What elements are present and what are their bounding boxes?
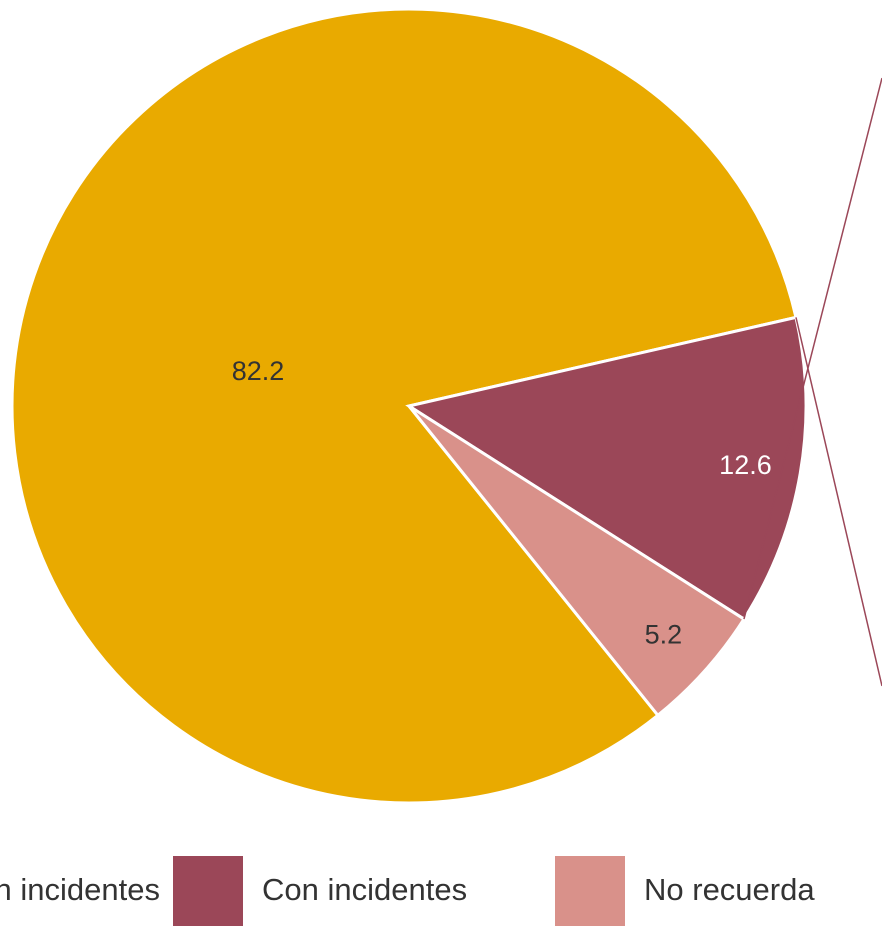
legend-label-no-recuerda: No recuerda [644,872,815,907]
connector-line-1 [743,77,882,620]
data-label-no-recuerda: 5.2 [645,620,683,650]
data-labels: 82.2 12.6 5.2 [232,356,772,650]
legend-swatch-con-incidentes [173,856,243,926]
pie-slice-sin-incidentes [10,7,798,805]
legend-swatch-no-recuerda [555,856,625,926]
legend-label-con-incidentes: Con incidentes [262,872,467,907]
slice-connectors [743,77,882,687]
legend: Sin incidentes Con incidentes No recuerd… [0,856,815,926]
data-label-sin-incidentes: 82.2 [232,356,285,386]
data-label-con-incidentes: 12.6 [719,450,772,480]
pie-slice-no-recuerda [407,404,747,718]
legend-label-sin-incidentes: Sin incidentes [0,872,160,907]
pie-slice-con-incidentes [405,315,808,622]
pie-slices [10,7,808,805]
connector-line-2 [795,317,882,687]
